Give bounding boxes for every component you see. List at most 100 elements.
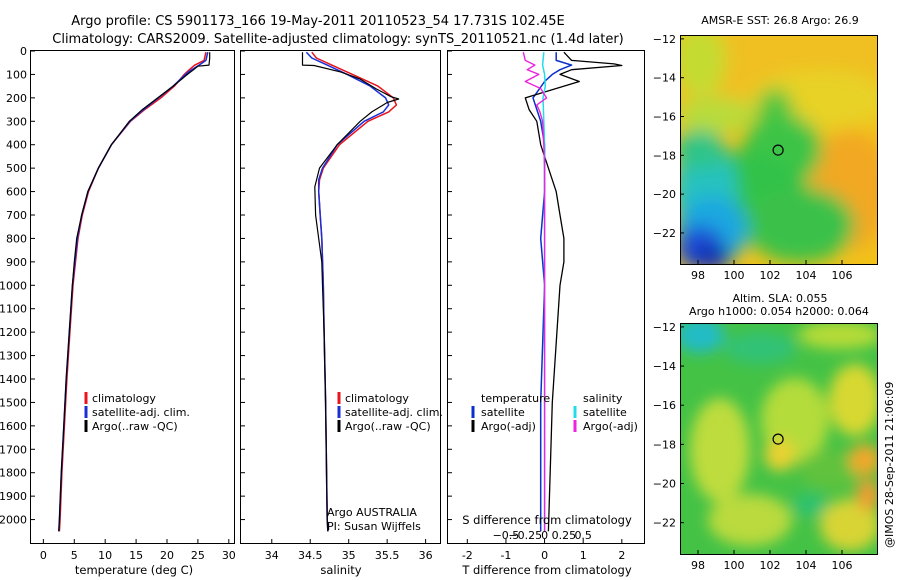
map-axes: 98 100 102 104 106 −12 −14 −16 −18 −20 −22 98 100 102… [653,33,853,572]
salinity-legend: climatology satellite-adj. clim. Argo(..… [327,392,443,533]
legend-argo-label: Argo(..raw -QC) [345,420,431,433]
series-line [58,52,211,532]
x-tick-label: 25 [191,549,205,562]
x-tick-label: -1 [500,549,511,562]
argo-program-label: Argo AUSTRALIA [327,506,417,519]
depth-tick-label: 1000 [0,279,27,292]
x-tick-label: 35.5 [375,549,400,562]
temperature-panel-frame [30,50,235,544]
top-tick-label: 0.5 [574,529,592,542]
sla-map-title-line1: Altim. SLA: 0.055 [732,292,827,305]
x-tick-label: 5 [71,549,78,562]
series-line [524,51,623,532]
lat-tick-label: −22 [653,517,676,530]
sst-map-frame [680,35,878,265]
argo-float-marker [772,144,784,156]
legend-salinity-title: salinity [583,392,623,405]
lon-tick-label: 104 [796,269,817,282]
top-tick-label: −0.25 [508,529,542,542]
depth-tick-label: 2000 [0,514,27,527]
figure-title-line2: Climatology: CARS2009. Satellite-adjuste… [52,32,624,47]
x-tick-label: 10 [98,549,112,562]
difference-legend: temperature salinity satellite Argo(-adj… [471,392,638,433]
legend-temperature-title: temperature [481,392,550,405]
sla-map-frame [680,323,878,555]
lat-tick-label: −14 [653,72,676,85]
legend-argo-s-label: Argo(-adj) [583,420,638,433]
salinity-axis-label: salinity [320,563,361,577]
depth-tick-label: 1900 [0,490,27,503]
lat-tick-label: −16 [653,111,676,124]
depth-tick-label: 0 [20,45,27,58]
salinity-plot: 34 34.5 35 35.5 36 [265,51,433,562]
series-line [311,51,398,532]
temperature-plot: 0 5 10 15 20 25 30 [40,52,236,562]
depth-tick-label: 100 [6,68,27,81]
depth-axis: 0 100 200 300 400 500 600 700 800 900 1000 1100 1200… [0,45,452,527]
top-tick-label: 0 [541,529,548,542]
depth-tick-label: 1500 [0,396,27,409]
depth-tick-label: 1300 [0,350,27,363]
figure-title-line1: Argo profile: CS 5901173_166 19-May-2011… [71,14,564,29]
x-tick-label: 35 [342,549,356,562]
depth-tick-label: 200 [6,92,27,105]
depth-tick-label: 800 [6,232,27,245]
legend-argo-label: Argo(..raw -QC) [92,420,178,433]
lon-tick-label: 104 [796,559,817,572]
depth-tick-label: 1200 [0,326,27,339]
lat-tick-label: −20 [653,188,676,201]
principal-investigator-label: PI: Susan Wijffels [327,520,421,533]
lat-tick-label: −18 [653,149,676,162]
x-tick-label: 30 [222,549,236,562]
lat-tick-label: −12 [653,321,676,334]
lon-tick-label: 100 [724,559,745,572]
series-line [58,52,207,532]
x-tick-label: 2 [618,549,625,562]
legend-climatology-label: climatology [345,392,409,405]
lat-tick-label: −22 [653,227,676,240]
lon-tick-label: 98 [691,559,705,572]
x-tick-label: 34.5 [298,549,323,562]
depth-tick-label: 300 [6,115,27,128]
difference-panel-frame [447,50,645,544]
legend-argo-t-label: Argo(-adj) [481,420,536,433]
sst-map-title: AMSR-E SST: 26.8 Argo: 26.9 [701,14,859,27]
lon-tick-label: 106 [832,269,853,282]
legend-satellite-t-label: satellite [481,406,525,419]
x-tick-label: -2 [462,549,473,562]
depth-tick-label: 1800 [0,467,27,480]
x-tick-label: 15 [129,549,143,562]
series-line [301,52,400,532]
x-tick-label: 0 [541,549,548,562]
depth-tick-label: 1700 [0,443,27,456]
lat-tick-label: −18 [653,438,676,451]
difference-plot: -2 -1 0 1 2−0.5−0.250 0.250.5 [462,51,625,562]
argo-float-marker [772,433,784,445]
depth-tick-label: 1400 [0,373,27,386]
lon-tick-label: 102 [760,559,781,572]
s-difference-axis-label: S difference from climatology [462,513,632,527]
legend-satellite-adj-label: satellite-adj. clim. [92,406,190,419]
lon-tick-label: 102 [760,269,781,282]
depth-tick-label: 700 [6,209,27,222]
salinity-panel-frame [240,50,441,544]
series-line [532,52,573,532]
imos-timestamp: @IMOS 28-Sep-2011 21:06:09 [883,382,896,548]
sla-map-field [680,323,878,554]
lat-tick-label: −12 [653,33,676,46]
x-tick-label: 36 [419,549,433,562]
temperature-legend: climatology satellite-adj. clim. Argo(..… [84,392,190,433]
top-tick-label: 0.25 [552,529,577,542]
legend-satellite-adj-label: satellite-adj. clim. [345,406,443,419]
temperature-axis-label: temperature (deg C) [75,563,193,577]
depth-tick-label: 900 [6,256,27,269]
lat-tick-label: −16 [653,399,676,412]
lon-tick-label: 106 [832,559,853,572]
lon-tick-label: 100 [724,269,745,282]
legend-satellite-s-label: satellite [583,406,627,419]
depth-tick-label: 500 [6,162,27,175]
t-difference-axis-label: T difference from climatology [461,563,632,577]
depth-tick-label: 600 [6,186,27,199]
depth-tick-label: 1600 [0,420,27,433]
